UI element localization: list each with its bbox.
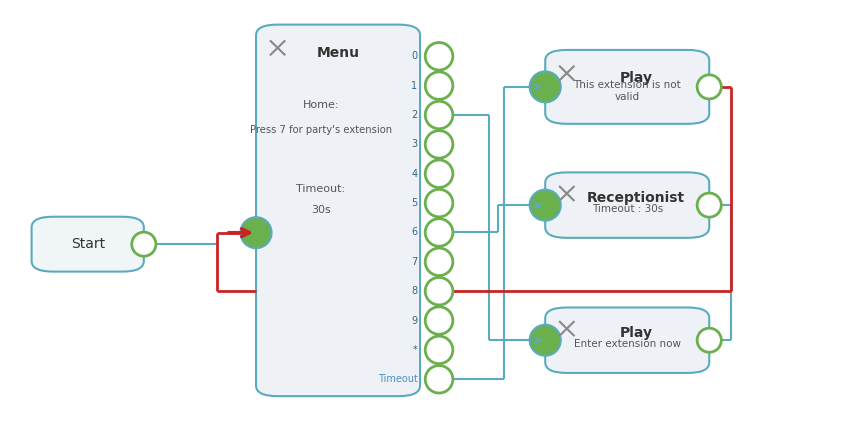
Ellipse shape — [425, 189, 453, 217]
Text: Play: Play — [619, 326, 652, 340]
Text: Menu: Menu — [317, 46, 359, 60]
Ellipse shape — [425, 366, 453, 393]
Ellipse shape — [132, 232, 156, 256]
Ellipse shape — [241, 217, 272, 248]
Text: Enter extension now: Enter extension now — [573, 340, 681, 349]
Text: Home:: Home: — [302, 100, 339, 110]
Text: 0: 0 — [411, 51, 417, 61]
Ellipse shape — [530, 190, 561, 221]
Text: 4: 4 — [411, 169, 417, 179]
Ellipse shape — [530, 325, 561, 356]
Text: Timeout:: Timeout: — [296, 184, 346, 194]
Ellipse shape — [425, 248, 453, 275]
Text: This extension is not
valid: This extension is not valid — [573, 80, 681, 102]
Ellipse shape — [425, 160, 453, 187]
Ellipse shape — [425, 130, 453, 158]
Text: 9: 9 — [411, 315, 417, 326]
FancyBboxPatch shape — [31, 217, 144, 272]
Text: 30s: 30s — [311, 205, 331, 215]
Text: 8: 8 — [411, 286, 417, 296]
Text: Timeout: Timeout — [378, 374, 417, 384]
Text: Start: Start — [71, 237, 105, 251]
Text: Receptionist: Receptionist — [587, 191, 685, 205]
Ellipse shape — [425, 42, 453, 70]
Text: 5: 5 — [411, 198, 417, 208]
Text: 7: 7 — [411, 257, 417, 267]
FancyBboxPatch shape — [546, 308, 709, 373]
Text: Press 7 for party's extension: Press 7 for party's extension — [249, 125, 391, 135]
Text: Timeout : 30s: Timeout : 30s — [591, 204, 662, 214]
Text: *: * — [413, 345, 417, 355]
Ellipse shape — [530, 71, 561, 102]
Text: 3: 3 — [411, 139, 417, 149]
Ellipse shape — [425, 219, 453, 246]
Ellipse shape — [425, 278, 453, 305]
Ellipse shape — [697, 75, 721, 99]
Ellipse shape — [697, 193, 721, 217]
FancyBboxPatch shape — [256, 25, 420, 396]
Text: 2: 2 — [411, 110, 417, 120]
Text: 1: 1 — [411, 81, 417, 91]
Ellipse shape — [425, 307, 453, 334]
Text: 6: 6 — [411, 227, 417, 238]
Ellipse shape — [697, 328, 721, 352]
Ellipse shape — [425, 336, 453, 364]
Ellipse shape — [425, 101, 453, 129]
FancyBboxPatch shape — [546, 50, 709, 124]
Ellipse shape — [425, 72, 453, 99]
Text: Play: Play — [619, 71, 652, 85]
FancyBboxPatch shape — [546, 173, 709, 238]
